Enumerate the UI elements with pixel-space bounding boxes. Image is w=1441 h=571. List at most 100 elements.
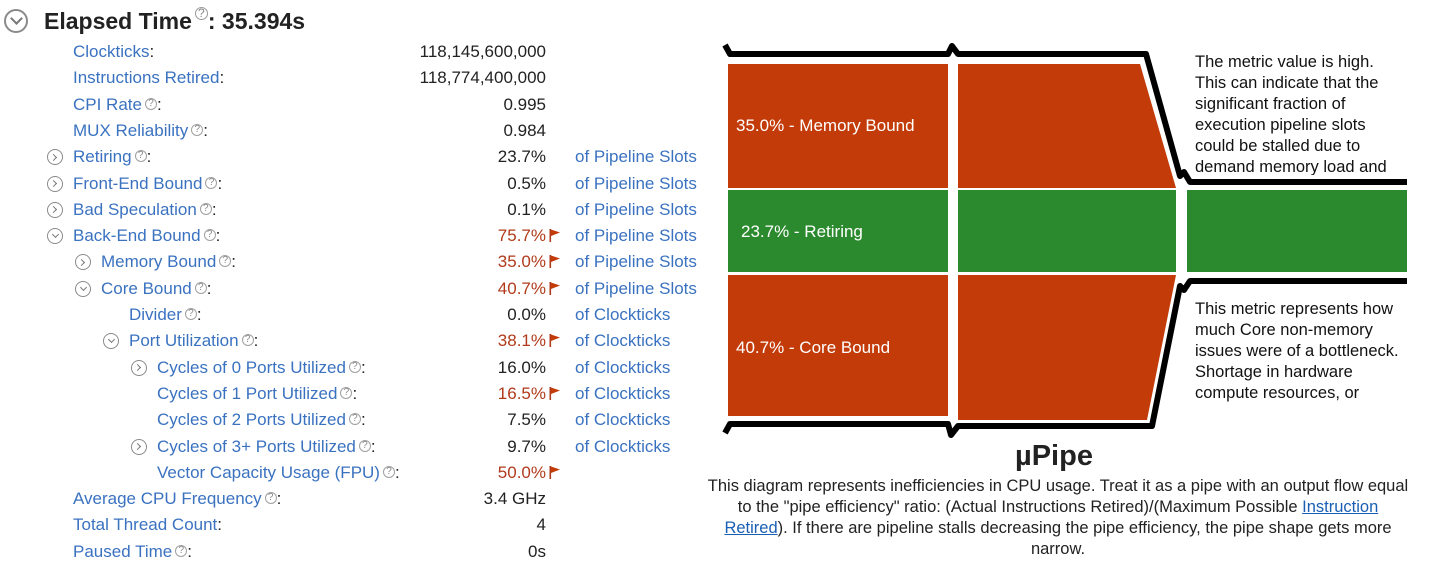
metric-name-text[interactable]: Memory Bound: [101, 252, 217, 272]
help-icon[interactable]: ?: [199, 202, 212, 215]
metric-name-text[interactable]: Port Utilization: [129, 331, 239, 351]
metric-name[interactable]: Clockticks:: [73, 40, 154, 64]
metric-name[interactable]: Instructions Retired:: [73, 66, 224, 90]
metric-value: 0.984: [503, 119, 546, 143]
red-flag-icon: [549, 255, 560, 269]
metric-name-text[interactable]: Cycles of 1 Port Utilized: [157, 383, 338, 403]
metric-name-text[interactable]: Instructions Retired: [73, 68, 220, 88]
metric-row: Memory Bound?: 35.0% of Pipeline Slots: [0, 250, 720, 274]
help-icon[interactable]: ?: [382, 465, 395, 478]
expand-icon[interactable]: [47, 175, 63, 192]
metric-name[interactable]: Retiring?:: [73, 145, 151, 169]
help-icon[interactable]: ?: [340, 386, 353, 399]
metric-name[interactable]: CPI Rate?:: [73, 93, 162, 117]
metric-name-text[interactable]: Bad Speculation: [73, 199, 197, 219]
metric-row: Port Utilization?: 38.1% of Clockticks: [0, 329, 720, 353]
metric-colon: :: [276, 489, 282, 509]
metric-name-text[interactable]: Back-End Bound: [73, 226, 201, 246]
expand-icon[interactable]: [131, 438, 147, 455]
metric-row: Instructions Retired: 118,774,400,000: [0, 66, 720, 90]
metric-name[interactable]: MUX Reliability?:: [73, 119, 208, 143]
metric-name-text[interactable]: Vector Capacity Usage (FPU): [157, 462, 380, 482]
metric-name[interactable]: Cycles of 3+ Ports Utilized?:: [157, 435, 376, 459]
metric-name-text[interactable]: Paused Time: [73, 541, 173, 561]
metric-row: Vector Capacity Usage (FPU)?: 50.0%: [0, 461, 720, 485]
metric-name[interactable]: Total Thread Count:: [73, 513, 222, 537]
help-icon[interactable]: ?: [191, 123, 204, 136]
metric-name[interactable]: Divider?:: [129, 303, 202, 327]
metric-unit: of Clockticks: [575, 383, 671, 403]
metric-name-text[interactable]: Front-End Bound: [73, 173, 203, 193]
instruction-retired-link[interactable]: Instruction Retired: [724, 498, 1379, 537]
collapse-icon[interactable]: [75, 280, 91, 297]
help-icon[interactable]: ?: [184, 308, 197, 320]
help-icon[interactable]: ?: [194, 6, 208, 20]
metric-value-text: 9.7%: [507, 436, 546, 456]
upipe-title: µPipe: [1015, 440, 1093, 472]
metric-name[interactable]: Memory Bound?:: [101, 250, 236, 274]
metric-name[interactable]: Cycles of 0 Ports Utilized?:: [157, 356, 366, 380]
metric-colon: :: [394, 462, 400, 482]
help-icon[interactable]: ?: [348, 413, 361, 426]
expand-icon[interactable]: [47, 201, 63, 218]
pipe-core-bound-middle: [958, 275, 1176, 420]
metric-value-text: 40.7%: [497, 278, 546, 298]
metric-colon: :: [352, 383, 358, 403]
help-icon[interactable]: ?: [205, 176, 218, 189]
metric-name[interactable]: Back-End Bound?:: [73, 224, 220, 248]
metric-row: Total Thread Count: 4: [0, 513, 720, 537]
metric-name[interactable]: Cycles of 1 Port Utilized?:: [157, 382, 357, 406]
metric-name[interactable]: Vector Capacity Usage (FPU)?:: [157, 461, 400, 485]
metric-name-text[interactable]: Average CPU Frequency: [73, 489, 262, 509]
metric-name[interactable]: Cycles of 2 Ports Utilized?:: [157, 408, 366, 432]
metric-value: 38.1%: [498, 329, 560, 353]
core-bound-note: This metric represents how much Core non…: [1195, 300, 1399, 402]
metric-name-text[interactable]: MUX Reliability: [73, 120, 189, 140]
metric-name-text[interactable]: Cycles of 2 Ports Utilized: [157, 410, 346, 430]
help-icon[interactable]: ?: [175, 544, 188, 557]
pipe-outline-bottom: [722, 278, 1407, 438]
metric-name-text[interactable]: Cycles of 0 Ports Utilized: [157, 357, 346, 377]
pipe-retiring-label: 23.7% - Retiring: [741, 222, 863, 241]
metric-row: Retiring?: 23.7% of Pipeline Slots: [0, 145, 720, 169]
help-icon[interactable]: ?: [264, 492, 277, 505]
metric-name[interactable]: Front-End Bound?:: [73, 172, 222, 196]
metric-name[interactable]: Average CPU Frequency?:: [73, 487, 281, 511]
help-icon[interactable]: ?: [348, 360, 361, 373]
help-icon[interactable]: ?: [194, 281, 207, 294]
collapse-section-icon[interactable]: [4, 9, 28, 33]
metric-value-text: 16.5%: [497, 383, 546, 403]
metric-name-text[interactable]: Core Bound: [101, 278, 192, 298]
metric-name-text[interactable]: Divider: [129, 305, 182, 324]
metric-name[interactable]: Port Utilization?:: [129, 329, 258, 353]
metric-value-text: 7.5%: [507, 410, 546, 430]
metric-name-text[interactable]: CPI Rate: [73, 94, 142, 114]
metric-value-text: 3.4 GHz: [483, 489, 546, 509]
metric-value: 0s: [528, 540, 546, 564]
help-icon[interactable]: ?: [144, 97, 157, 110]
metric-value-text: 16.0%: [497, 357, 546, 377]
metric-name[interactable]: Paused Time?:: [73, 540, 192, 564]
expand-icon[interactable]: [47, 149, 63, 166]
metric-name-text[interactable]: Retiring: [73, 147, 132, 167]
metric-value: 118,145,600,000: [420, 40, 546, 64]
help-icon[interactable]: ?: [358, 439, 371, 452]
pipe-retiring-left: [728, 190, 948, 272]
pipe-core-bound-label: 40.7% - Core Bound: [736, 338, 891, 357]
help-icon[interactable]: ?: [134, 150, 147, 163]
metric-value-text: 0s: [528, 541, 546, 561]
metric-name-text[interactable]: Total Thread Count: [73, 515, 218, 535]
help-icon[interactable]: ?: [219, 255, 232, 268]
metric-name[interactable]: Core Bound?:: [101, 277, 211, 301]
metric-name-text[interactable]: Cycles of 3+ Ports Utilized: [157, 436, 356, 456]
help-icon[interactable]: ?: [241, 334, 254, 347]
expand-icon[interactable]: [75, 254, 91, 271]
collapse-icon[interactable]: [103, 333, 119, 350]
metric-row: Front-End Bound?: 0.5% of Pipeline Slots: [0, 172, 720, 196]
metric-name[interactable]: Bad Speculation?:: [73, 198, 217, 222]
help-icon[interactable]: ?: [203, 229, 216, 242]
metric-name-text[interactable]: Clockticks: [73, 42, 150, 61]
expand-icon[interactable]: [131, 359, 147, 376]
metric-value-text: 23.7%: [497, 147, 546, 167]
collapse-icon[interactable]: [47, 228, 63, 245]
